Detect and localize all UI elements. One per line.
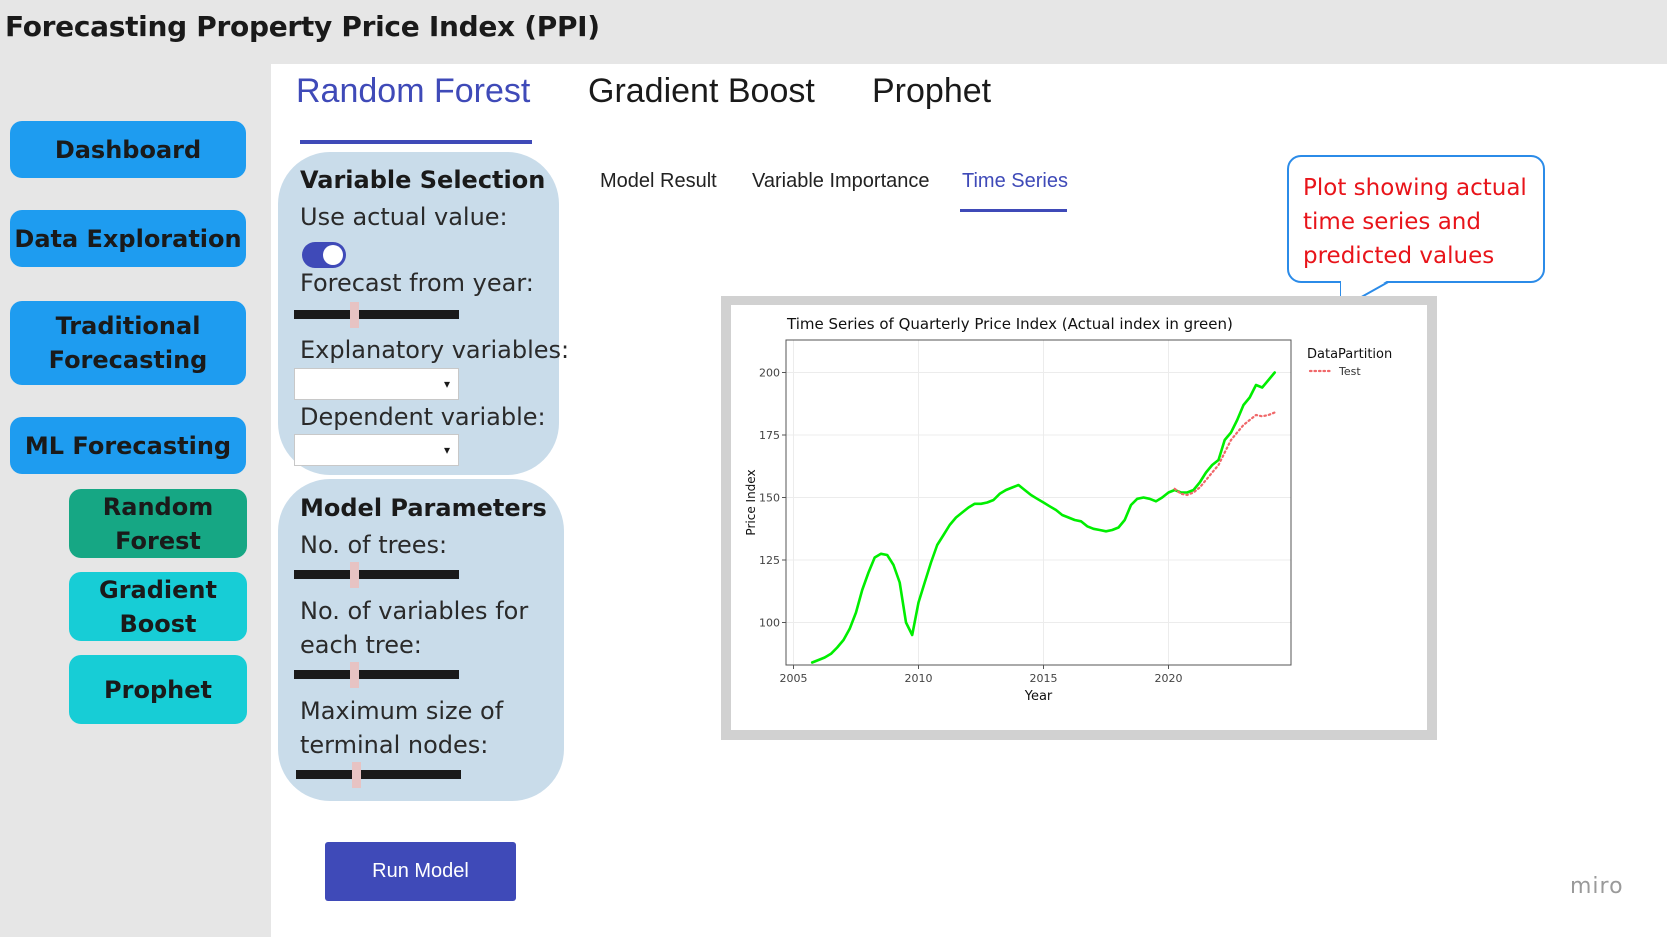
annotation-callout: Plot showing actual time series and pred… — [1287, 155, 1545, 283]
slider-thumb[interactable] — [350, 562, 359, 588]
chevron-down-icon: ▾ — [443, 377, 450, 391]
callout-text: Plot showing actual time series and pred… — [1303, 175, 1527, 269]
dependent-select[interactable]: ▾ — [294, 434, 459, 466]
nodes-slider[interactable] — [296, 762, 461, 788]
miro-watermark: miro — [1570, 874, 1624, 899]
y-tick-label: 200 — [759, 367, 780, 380]
x-tick-label: 2020 — [1155, 672, 1183, 685]
tab-time-series[interactable]: Time Series — [962, 170, 1068, 192]
slider-thumb[interactable] — [352, 762, 361, 788]
y-tick-label: 150 — [759, 492, 780, 505]
plot-background — [731, 305, 1427, 730]
test-prediction-line — [1173, 411, 1276, 497]
run-model-button[interactable]: Run Model — [325, 842, 516, 901]
use-actual-toggle[interactable] — [302, 242, 346, 268]
chart-title: Time Series of Quarterly Price Index (Ac… — [786, 315, 1233, 333]
y-tick-label: 175 — [759, 429, 780, 442]
nav-gradient-boost-button[interactable]: Gradient Boost — [69, 572, 247, 641]
use-actual-label: Use actual value: — [300, 203, 508, 231]
dependent-label: Dependent variable: — [300, 403, 546, 431]
nav-prophet-button[interactable]: Prophet — [69, 655, 247, 724]
y-tick-label: 100 — [759, 617, 780, 630]
nav-data-exploration-button[interactable]: Data Exploration — [10, 210, 246, 267]
tab-model-result[interactable]: Model Result — [600, 170, 717, 192]
y-tick-label: 125 — [759, 554, 780, 567]
forecast-from-label: Forecast from year: — [300, 269, 534, 297]
trees-label: No. of trees: — [300, 531, 448, 559]
tab-random-forest[interactable]: Random Forest — [296, 72, 531, 110]
x-tick-label: 2015 — [1030, 672, 1058, 685]
model-parameters-title: Model Parameters — [300, 494, 547, 522]
vars-slider[interactable] — [294, 662, 459, 688]
legend-label-test: Test — [1338, 365, 1361, 378]
time-series-chart: 2005 2010 2015 2020 100 125 150 175 200 Time Seri… — [744, 315, 1392, 704]
nav-traditional-forecasting-button[interactable]: Traditional Forecasting — [10, 301, 246, 385]
legend-title: DataPartition — [1307, 347, 1392, 362]
vars-label: No. of variables for each tree: — [300, 597, 529, 659]
active-subtab-indicator — [960, 209, 1067, 212]
tab-prophet[interactable]: Prophet — [872, 72, 992, 110]
title-bar — [0, 0, 1667, 64]
slider-track — [294, 310, 459, 319]
explanatory-select[interactable]: ▾ — [294, 368, 459, 400]
variable-selection-title: Variable Selection — [300, 166, 546, 194]
active-tab-indicator — [300, 140, 532, 144]
slider-thumb[interactable] — [350, 662, 359, 688]
app-title: Forecasting Property Price Index (PPI) — [5, 10, 600, 43]
explanatory-label: Explanatory variables: — [300, 336, 570, 364]
chevron-down-icon: ▾ — [443, 443, 450, 457]
slider-track — [296, 770, 461, 779]
nav-random-forest-button[interactable]: Random Forest — [69, 489, 247, 558]
nav-dashboard-button[interactable]: Dashboard — [10, 121, 246, 178]
plot-panel-border — [785, 339, 1292, 666]
y-axis-label: Price Index — [744, 469, 758, 535]
tab-variable-importance[interactable]: Variable Importance — [752, 170, 930, 192]
nav-ml-forecasting-button[interactable]: ML Forecasting — [10, 417, 246, 474]
toggle-knob — [323, 245, 343, 265]
slider-track — [294, 670, 459, 679]
slider-track — [294, 570, 459, 579]
tab-gradient-boost[interactable]: Gradient Boost — [588, 72, 815, 110]
trees-slider[interactable] — [294, 562, 459, 588]
x-tick-label: 2010 — [905, 672, 933, 685]
forecast-from-slider[interactable] — [294, 302, 459, 328]
nodes-label: Maximum size of terminal nodes: — [300, 697, 504, 759]
slider-thumb[interactable] — [350, 302, 359, 328]
actual-index-line — [810, 371, 1276, 664]
x-tick-label: 2005 — [780, 672, 808, 685]
x-axis-label: Year — [1024, 689, 1053, 704]
model-parameters-panel — [278, 479, 564, 801]
